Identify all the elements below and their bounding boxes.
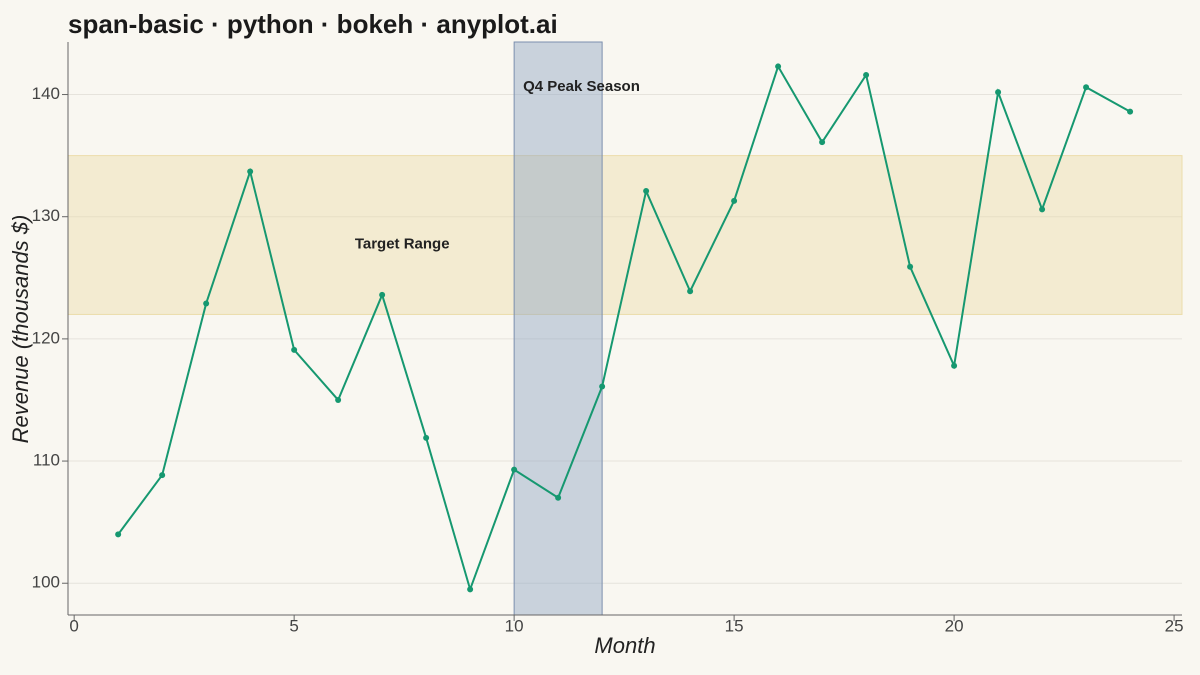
peak-span — [513, 41, 603, 616]
span-label: Q4 Peak Season — [523, 78, 640, 95]
y-tick-label: 130 — [32, 206, 60, 225]
point — [643, 188, 650, 195]
point — [467, 586, 474, 593]
x-tick-label: 5 — [289, 616, 298, 635]
x-tick-label: 10 — [505, 616, 524, 635]
x-axis-label: Month — [594, 633, 655, 658]
point — [511, 466, 518, 473]
point — [775, 63, 782, 70]
y-tick-label: 140 — [32, 84, 60, 103]
x-tick-label: 20 — [945, 616, 964, 635]
point — [379, 291, 386, 298]
point — [731, 197, 738, 204]
point — [1083, 84, 1090, 91]
point — [907, 263, 914, 270]
point — [599, 383, 606, 390]
point — [1127, 108, 1134, 115]
point — [995, 89, 1002, 96]
point — [335, 396, 342, 403]
line — [117, 64, 1131, 593]
y-tick-label: 100 — [32, 573, 60, 592]
point — [159, 472, 166, 479]
x-tick-label: 25 — [1165, 616, 1184, 635]
point — [291, 346, 298, 353]
point — [247, 168, 254, 175]
chart-title: span-basic · python · bokeh · anyplot.ai — [68, 9, 558, 39]
y-axis-label: Revenue (thousands $) — [8, 215, 33, 444]
x-tick-label: 15 — [725, 616, 744, 635]
point — [687, 288, 694, 295]
point — [555, 494, 562, 501]
span-label: Target Range — [355, 236, 450, 253]
target-span — [67, 155, 1183, 315]
point — [115, 531, 122, 538]
y-tick-label: 110 — [33, 451, 60, 470]
x-tick-label: 0 — [69, 616, 78, 635]
point — [1039, 206, 1046, 213]
point — [423, 434, 430, 441]
point — [951, 362, 958, 369]
y-tick-label: 120 — [32, 328, 60, 347]
point — [203, 300, 210, 307]
point — [863, 71, 870, 78]
point — [819, 139, 826, 146]
